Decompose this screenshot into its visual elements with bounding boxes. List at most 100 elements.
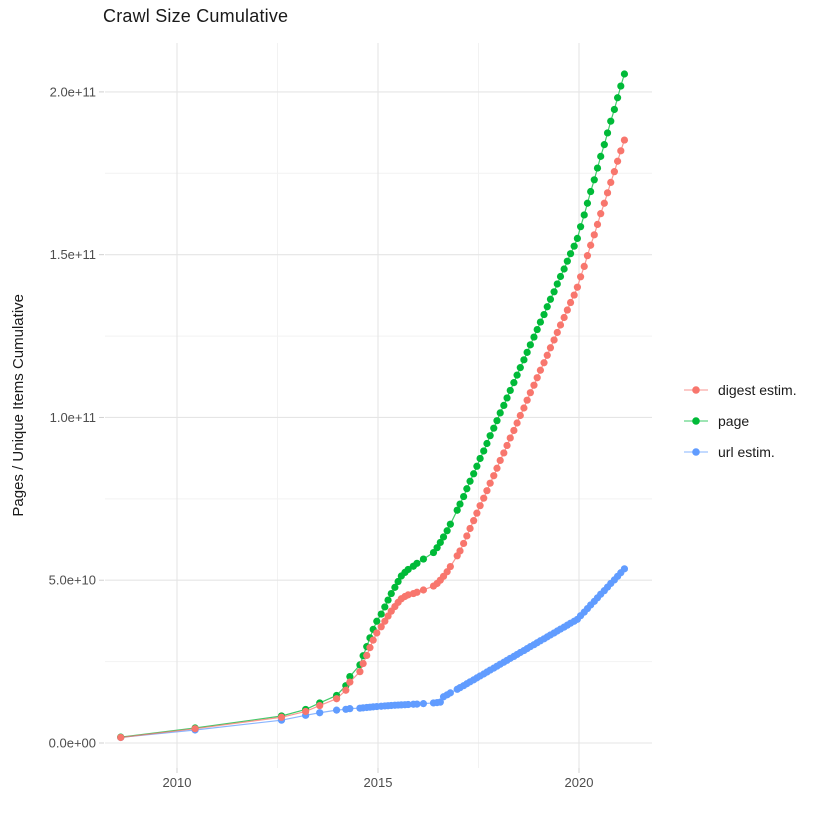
data-point-page <box>387 589 395 598</box>
data-point-page <box>590 176 598 184</box>
data-point-digest-estim <box>513 419 521 427</box>
y-tick-label: 1.0e+11 <box>50 410 96 425</box>
data-point-page <box>583 199 592 207</box>
data-point-digest-estim <box>342 686 350 694</box>
data-point-digest-estim <box>463 532 471 540</box>
legend-item-digest-estim: digest estim. <box>683 381 797 399</box>
data-point-digest-estim <box>493 464 501 472</box>
data-point-digest-estim <box>480 494 488 502</box>
data-point-page <box>593 164 602 172</box>
data-point-page <box>346 672 354 681</box>
data-point-page <box>384 596 392 604</box>
data-point-digest-estim <box>520 404 528 412</box>
data-point-url-estim <box>404 700 412 709</box>
data-point-digest-estim <box>570 291 578 299</box>
data-point-page <box>580 211 588 219</box>
data-point-page <box>439 533 448 541</box>
data-point-digest-estim <box>603 189 612 197</box>
y-tick-label: 1.5e+11 <box>50 247 96 262</box>
data-point-digest-estim <box>533 374 541 382</box>
data-point-digest-estim <box>377 623 385 631</box>
data-point-digest-estim <box>373 629 381 637</box>
data-point-digest-estim <box>496 456 504 465</box>
data-point-page <box>377 610 385 618</box>
data-point-page <box>563 257 571 265</box>
data-point-digest-estim <box>540 359 548 367</box>
data-point-page <box>587 187 595 196</box>
data-point-digest-estim <box>490 472 498 480</box>
data-point-digest-estim <box>486 479 494 487</box>
data-point-page <box>607 117 615 125</box>
data-point-digest-estim <box>553 328 561 337</box>
y-tick-label: 0.0e+00 <box>49 736 96 751</box>
data-point-digest-estim <box>366 644 374 652</box>
data-point-digest-estim <box>580 262 588 270</box>
data-point-digest-estim <box>573 283 581 291</box>
data-point-url-estim <box>446 689 454 697</box>
data-point-page <box>600 141 608 149</box>
legend-label-digest-estim: digest estim. <box>718 382 797 398</box>
data-point-page <box>453 506 461 514</box>
data-point-digest-estim <box>583 252 592 260</box>
data-point-digest-estim <box>277 713 286 721</box>
data-point-page <box>603 129 612 137</box>
data-point-digest-estim <box>302 707 310 716</box>
data-point-digest-estim <box>419 586 428 594</box>
data-point-digest-estim <box>516 411 524 420</box>
data-point-page <box>413 559 421 567</box>
data-point-page <box>543 303 551 311</box>
data-point-page <box>456 500 464 508</box>
data-point-digest-estim <box>536 366 545 374</box>
legend-label-page: page <box>718 413 750 429</box>
data-point-page <box>480 447 488 455</box>
data-point-digest-estim <box>369 636 377 644</box>
data-point-digest-estim <box>443 568 451 576</box>
data-point-page <box>556 272 565 281</box>
data-point-page <box>566 250 575 258</box>
data-point-digest-estim <box>413 588 421 596</box>
data-point-page <box>546 295 555 303</box>
data-point-digest-estim <box>466 524 474 533</box>
legend-item-page: page <box>683 412 797 430</box>
data-point-page <box>446 520 454 528</box>
data-point-page <box>530 333 538 341</box>
legend-key-url-icon <box>684 448 708 456</box>
data-point-page <box>513 371 521 379</box>
y-axis-label: Pages / Unique Items Cumulative <box>10 293 27 517</box>
data-point-digest-estim <box>597 210 605 218</box>
data-point-page <box>493 417 501 425</box>
data-point-digest-estim <box>607 178 615 187</box>
data-point-url-estim <box>419 700 428 708</box>
data-point-page <box>486 432 494 440</box>
data-point-page <box>617 82 625 90</box>
data-point-digest-estim <box>476 502 484 510</box>
data-point-page <box>394 577 402 586</box>
data-point-digest-estim <box>483 487 491 495</box>
data-point-digest-estim <box>526 389 534 397</box>
legend: digest estim. page url estim. <box>683 381 797 461</box>
data-point-digest-estim <box>191 725 199 733</box>
data-point-digest-estim <box>600 199 608 207</box>
data-point-page <box>436 538 444 547</box>
x-tick-label: 2020 <box>565 775 594 790</box>
data-point-url-estim <box>316 709 324 717</box>
data-point-page <box>550 288 558 296</box>
legend-label-url-estim: url estim. <box>718 444 775 460</box>
data-point-digest-estim <box>446 562 454 571</box>
data-point-digest-estim <box>610 168 618 176</box>
data-point-digest-estim <box>546 344 555 352</box>
data-point-digest-estim <box>617 147 625 155</box>
data-point-digest-estim <box>346 678 354 686</box>
data-point-page <box>373 617 381 625</box>
data-point-page <box>526 341 534 349</box>
data-point-page <box>536 318 545 326</box>
data-point-digest-estim <box>550 336 558 344</box>
data-point-digest-estim <box>381 617 389 625</box>
data-point-page <box>443 527 451 535</box>
data-point-digest-estim <box>530 381 538 389</box>
data-point-digest-estim <box>460 539 468 548</box>
legend-key-page-icon <box>684 417 708 425</box>
data-point-page <box>520 356 528 364</box>
data-point-page <box>476 454 484 463</box>
